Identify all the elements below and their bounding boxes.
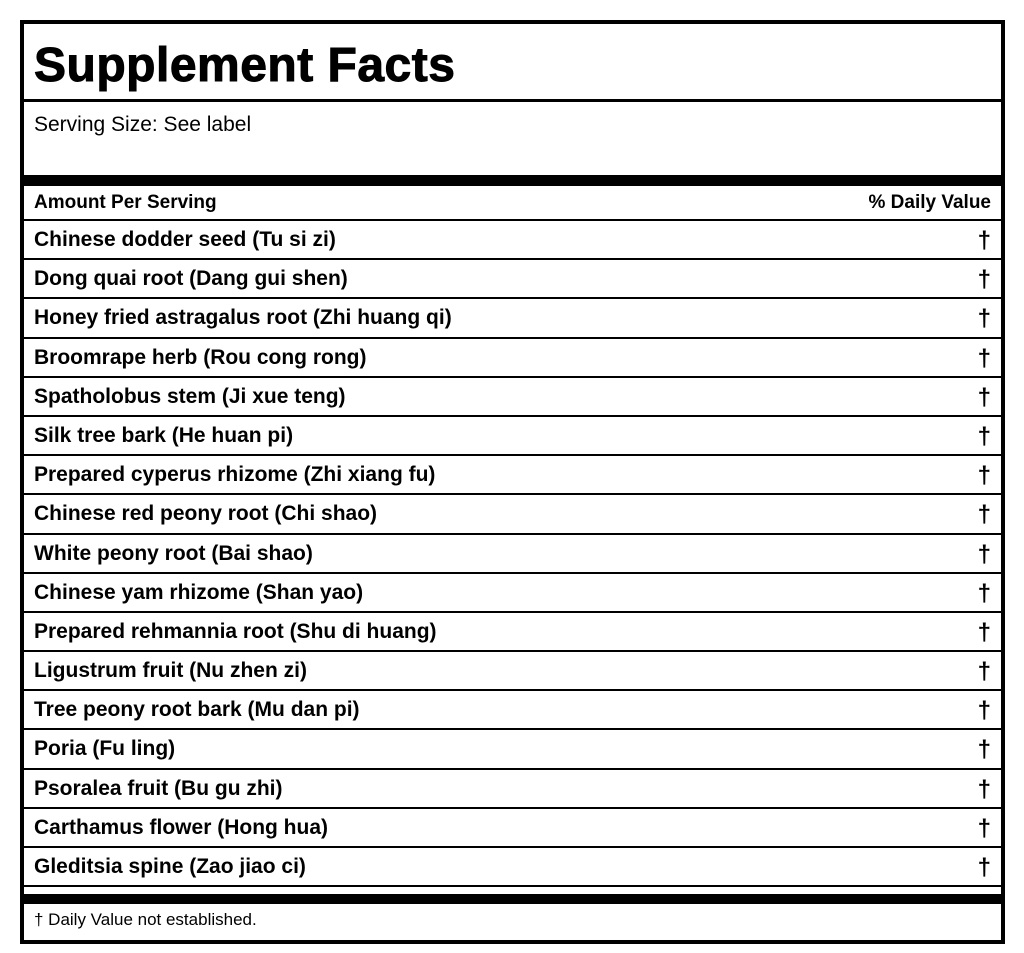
ingredient-name: Broomrape herb (Rou cong rong)	[34, 345, 367, 369]
daily-value-dagger: †	[977, 579, 991, 607]
daily-value-dagger: †	[977, 422, 991, 450]
daily-value-dagger: †	[977, 697, 991, 725]
ingredient-name: Psoralea fruit (Bu gu zhi)	[34, 776, 283, 800]
daily-value-dagger: †	[977, 462, 991, 490]
ingredient-name: Chinese dodder seed (Tu si zi)	[34, 228, 336, 251]
row-bottom-divider	[24, 885, 1001, 887]
ingredient-row: Spatholobus stem (Ji xue teng) †	[24, 375, 1001, 415]
ingredient-row: Gleditsia spine (Zao jiao ci) †	[24, 846, 1001, 885]
ingredient-row: Prepared cyperus rhizome (Zhi xiang fu) †	[24, 454, 1001, 493]
daily-value-dagger: †	[977, 854, 991, 881]
ingredient-name: Chinese yam rhizome (Shan yao)	[34, 580, 364, 604]
ingredient-row: Chinese yam rhizome (Shan yao) †	[24, 571, 1001, 611]
ingredient-name: Poria (Fu ling)	[34, 737, 176, 761]
ingredient-name: Prepared rehmannia root (Shu di huang)	[34, 619, 437, 643]
serving-size: Serving Size: See label	[34, 113, 252, 136]
daily-value-dagger: †	[977, 344, 991, 372]
daily-value-dagger: †	[977, 618, 991, 646]
ingredient-name: Ligustrum fruit (Nu zhen zi)	[34, 659, 307, 683]
daily-value-label: % Daily Value	[868, 192, 991, 213]
daily-value-dagger: †	[977, 383, 991, 411]
column-header: Amount Per Serving % Daily Value	[24, 186, 1001, 219]
ingredient-name: Silk tree bark (He huan pi)	[34, 423, 294, 447]
ingredient-name: Chinese red peony root (Chi shao)	[34, 502, 378, 526]
ingredient-name: Honey fried astragalus root (Zhi huang q…	[34, 306, 452, 330]
daily-value-dagger: †	[977, 736, 991, 764]
ingredient-row: Chinese dodder seed (Tu si zi) †	[24, 219, 1001, 258]
daily-value-dagger: †	[977, 658, 991, 686]
daily-value-dagger: †	[977, 227, 991, 254]
ingredient-row: Chinese red peony root (Chi shao) †	[24, 493, 1001, 532]
ingredient-row: Silk tree bark (He huan pi) †	[24, 414, 1001, 454]
ingredient-name: Prepared cyperus rhizome (Zhi xiang fu)	[34, 463, 436, 487]
supplement-facts-panel: Supplement Facts Serving Size: See label…	[20, 20, 1005, 944]
ingredient-name: Tree peony root bark (Mu dan pi)	[34, 698, 360, 722]
ingredient-name: Gleditsia spine (Zao jiao ci)	[34, 855, 306, 878]
bottom-thick-divider	[24, 894, 1001, 904]
ingredient-row: Ligustrum fruit (Nu zhen zi) †	[24, 650, 1001, 689]
ingredient-name: Carthamus flower (Hong hua)	[34, 815, 329, 839]
daily-value-dagger: †	[977, 540, 991, 568]
thick-divider	[24, 175, 1001, 186]
ingredient-list: Chinese dodder seed (Tu si zi) † Dong quai…	[24, 219, 1001, 885]
panel-title: Supplement Facts	[33, 39, 456, 92]
daily-value-dagger: †	[977, 266, 991, 294]
ingredient-row: White peony root (Bai shao) †	[24, 532, 1001, 572]
ingredient-row: Psoralea fruit (Bu gu zhi) †	[24, 767, 1001, 807]
ingredient-name: White peony root (Bai shao)	[34, 541, 313, 565]
amount-per-serving-label: Amount Per Serving	[34, 192, 217, 213]
daily-value-dagger: †	[977, 814, 991, 842]
ingredient-name: Spatholobus stem (Ji xue teng)	[34, 384, 346, 408]
ingredient-row: Carthamus flower (Hong hua) †	[24, 806, 1001, 846]
ingredient-row: Broomrape herb (Rou cong rong) †	[24, 336, 1001, 376]
footnote: † Daily Value not established.	[34, 910, 257, 929]
title-divider	[24, 99, 1001, 102]
ingredient-row: Poria (Fu ling) †	[24, 728, 1001, 767]
ingredient-name: Dong quai root (Dang gui shen)	[34, 267, 348, 291]
daily-value-dagger: †	[977, 501, 991, 529]
ingredient-row: Dong quai root (Dang gui shen) †	[24, 258, 1001, 297]
ingredient-row: Tree peony root bark (Mu dan pi) †	[24, 689, 1001, 728]
ingredient-row: Honey fried astragalus root (Zhi huang q…	[24, 297, 1001, 336]
daily-value-dagger: †	[977, 775, 991, 803]
daily-value-dagger: †	[977, 305, 991, 333]
ingredient-row: Prepared rehmannia root (Shu di huang) †	[24, 610, 1001, 650]
